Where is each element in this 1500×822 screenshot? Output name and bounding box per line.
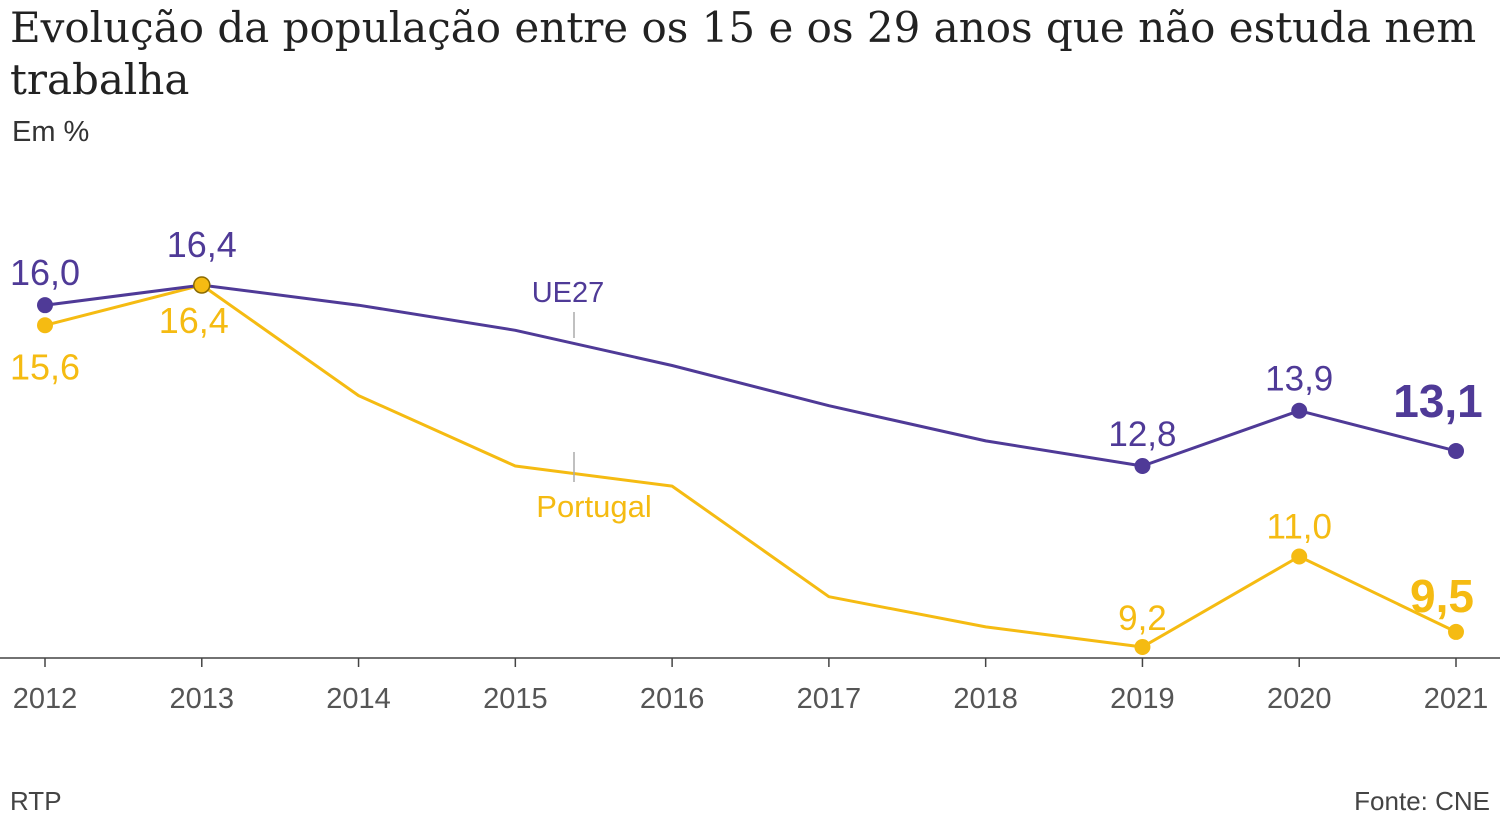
data-point-portugal	[193, 276, 211, 294]
data-label-ue27: 13,1	[1393, 375, 1483, 427]
data-label-ue27: 12,8	[1108, 415, 1176, 454]
data-label-portugal: 11,0	[1266, 508, 1332, 547]
x-tick-label: 2017	[797, 683, 862, 715]
x-tick-label: 2013	[170, 683, 235, 715]
x-tick-label: 2018	[953, 683, 1018, 715]
x-tick-label: 2019	[1110, 683, 1175, 715]
data-point-portugal	[37, 317, 53, 334]
series-name-label-ue27: UE27	[532, 277, 605, 309]
x-tick-label: 2015	[483, 683, 548, 715]
data-point-ue27	[37, 297, 53, 314]
data-label-portugal: 16,4	[159, 300, 229, 341]
x-tick-label: 2021	[1424, 683, 1489, 715]
data-label-ue27: 13,9	[1265, 360, 1333, 399]
data-label-portugal: 9,5	[1410, 570, 1474, 622]
x-tick-label: 2014	[326, 683, 391, 715]
data-point-ue27	[1291, 402, 1308, 419]
x-axis: 2012 2013 2014 2015 2016 2017 2018 2019 2020 2021	[13, 658, 1489, 715]
x-tick-label: 2020	[1267, 683, 1332, 715]
credit-label: RTP	[10, 786, 62, 816]
series-name-label-portugal: Portugal	[536, 489, 651, 524]
data-point-portugal	[1134, 639, 1151, 655]
chart-title: Evolução da população entre os 15 e os 2…	[10, 3, 1477, 104]
series-line-ue27	[43, 283, 1458, 468]
source-label: Fonte: CNE	[1354, 786, 1490, 816]
data-label-portugal: 9,2	[1118, 599, 1167, 638]
data-point-ue27	[1448, 442, 1464, 459]
data-point-portugal	[1448, 623, 1464, 640]
x-tick-label: 2016	[640, 683, 705, 715]
data-point-portugal	[1291, 548, 1308, 565]
series-line-portugal	[43, 283, 1458, 649]
chart-subtitle: Em %	[12, 116, 90, 148]
data-label-ue27: 16,4	[167, 224, 237, 265]
x-tick-label: 2012	[13, 683, 78, 715]
data-point-ue27	[1134, 458, 1151, 475]
data-label-ue27: 16,0	[10, 252, 80, 293]
data-label-portugal: 15,6	[10, 346, 80, 387]
